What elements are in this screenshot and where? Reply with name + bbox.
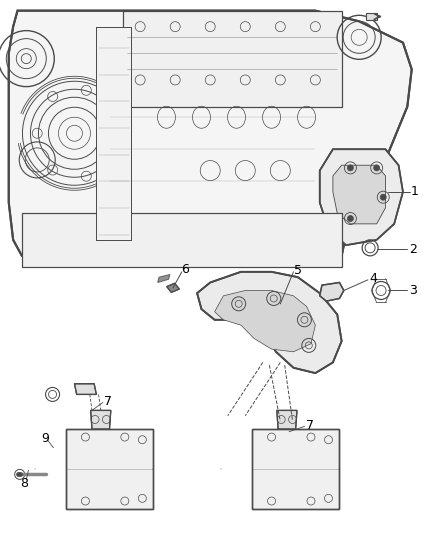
Polygon shape <box>215 290 315 352</box>
Bar <box>123 11 342 107</box>
Polygon shape <box>252 429 339 509</box>
Text: 1: 1 <box>411 185 419 198</box>
Polygon shape <box>167 283 179 293</box>
Text: 2: 2 <box>409 243 417 256</box>
Text: 8: 8 <box>21 478 28 490</box>
Polygon shape <box>66 429 153 509</box>
Circle shape <box>374 165 380 171</box>
Circle shape <box>347 215 353 222</box>
Polygon shape <box>366 13 377 20</box>
Text: 5: 5 <box>294 264 302 277</box>
Bar <box>96 27 131 240</box>
Polygon shape <box>197 272 342 373</box>
Polygon shape <box>320 282 344 301</box>
Polygon shape <box>74 384 96 394</box>
Text: 9: 9 <box>42 432 49 445</box>
Polygon shape <box>91 410 111 429</box>
Text: 6: 6 <box>181 263 189 276</box>
Bar <box>22 213 342 266</box>
Bar <box>22 213 342 266</box>
Bar <box>123 11 342 107</box>
Text: 4: 4 <box>369 272 377 285</box>
Circle shape <box>380 194 386 200</box>
Polygon shape <box>320 149 403 245</box>
Text: 7: 7 <box>104 395 112 408</box>
Polygon shape <box>277 410 297 429</box>
Text: 3: 3 <box>409 284 417 297</box>
Polygon shape <box>158 274 170 282</box>
Polygon shape <box>9 11 412 256</box>
Bar <box>96 27 131 240</box>
Circle shape <box>347 165 353 171</box>
Polygon shape <box>333 165 385 224</box>
Text: 7: 7 <box>306 419 314 432</box>
